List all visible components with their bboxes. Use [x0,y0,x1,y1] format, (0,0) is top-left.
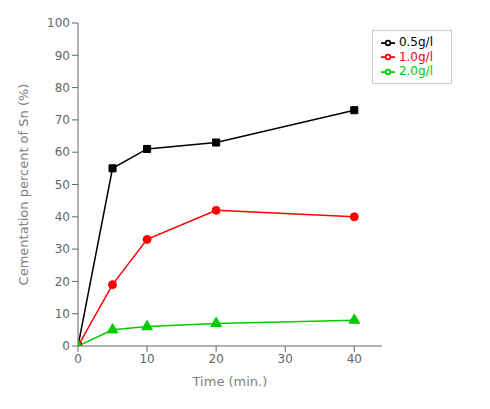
svg-text:90: 90 [55,49,70,63]
svg-text:80: 80 [55,81,70,95]
svg-text:10: 10 [139,352,154,366]
svg-text:50: 50 [55,178,70,192]
svg-text:100: 100 [47,16,70,30]
html-text:2.0g/l: 2.0g/l [398,64,433,78]
svg-text:10: 10 [55,307,70,321]
svg-text:Cementation percent of Sn (%): Cementation percent of Sn (%) [16,84,31,286]
svg-text:20: 20 [209,352,224,366]
svg-text:30: 30 [55,242,70,256]
svg-text:0: 0 [62,339,70,353]
svg-text:Time (min.): Time (min.) [192,374,268,389]
svg-text:0: 0 [74,352,82,366]
svg-text:70: 70 [55,113,70,127]
svg-text:60: 60 [55,145,70,159]
html-text:1.0g/l: 1.0g/l [398,49,433,64]
svg-text:40: 40 [55,210,70,224]
svg-text:40: 40 [347,352,362,366]
svg-text:20: 20 [55,275,70,289]
svg-text:30: 30 [278,352,293,366]
html-text:0.5g/l: 0.5g/l [398,35,433,49]
